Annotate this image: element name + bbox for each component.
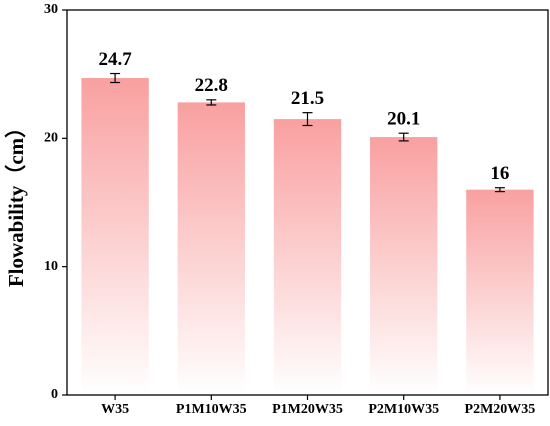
x-tick-label: P2M20W35 — [465, 402, 536, 417]
y-axis-label: Flowability（cm） — [4, 117, 28, 287]
y-tick-label: 20 — [44, 131, 58, 146]
bar — [466, 189, 534, 395]
data-label: 21.5 — [291, 88, 324, 109]
bar — [177, 102, 245, 396]
bar — [370, 137, 438, 396]
bar — [81, 78, 149, 396]
data-label: 16 — [490, 163, 509, 184]
x-tick-label: P1M20W35 — [272, 402, 343, 417]
data-label: 22.8 — [195, 75, 228, 96]
x-tick-label: P1M10W35 — [176, 402, 247, 417]
data-label: 20.1 — [387, 109, 420, 130]
y-tick-label: 30 — [44, 2, 58, 17]
y-tick-label: 0 — [51, 387, 58, 402]
bar — [273, 119, 342, 395]
data-label: 24.7 — [98, 49, 132, 70]
x-tick-label: W35 — [101, 402, 129, 417]
y-tick-label: 10 — [44, 259, 58, 274]
plot-frame — [66, 9, 549, 396]
x-tick-label: P2M10W35 — [368, 402, 439, 417]
